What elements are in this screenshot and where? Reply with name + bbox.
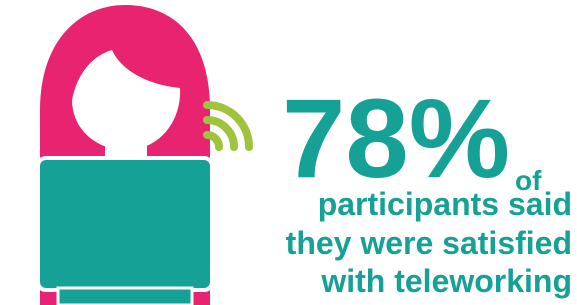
- headline-figure: 78%: [282, 76, 510, 201]
- laptop: [38, 158, 212, 290]
- laptop-base: [58, 288, 192, 305]
- caption-line: they were satisfied: [286, 225, 572, 261]
- wifi-signal: [207, 105, 249, 147]
- caption-line: with teleworking: [320, 263, 572, 299]
- infographic: 78% of participants said they were satis…: [0, 0, 577, 305]
- page: 78% of participants said they were satis…: [0, 0, 577, 305]
- caption-line: participants said: [318, 186, 572, 222]
- person-illustration: [38, 5, 212, 305]
